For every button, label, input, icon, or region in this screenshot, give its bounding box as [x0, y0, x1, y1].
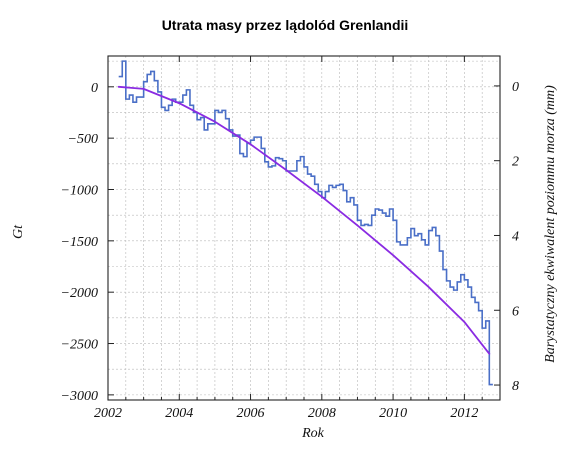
y-tick-label: −1500 [61, 235, 98, 250]
monthly-mass-series [118, 60, 493, 386]
y2-tick-label: 6 [512, 304, 519, 319]
chart-title: Utrata masy przez lądolód Grenlandii [162, 17, 409, 33]
x-tick-label: 2002 [94, 406, 122, 421]
x-tick-label: 2008 [308, 406, 336, 421]
x-tick-label: 2006 [237, 406, 265, 421]
x-tick-label: 2010 [379, 406, 407, 421]
trend-line [117, 85, 491, 355]
ticks-layer [107, 56, 500, 400]
y2-tick-label: 4 [512, 229, 519, 244]
x-tick-label: 2004 [165, 406, 193, 421]
y2-tick-label: 0 [512, 80, 519, 95]
y-axis-label: Gt [11, 224, 26, 239]
y-tick-label: −3000 [61, 389, 98, 404]
x-axis-label: Rok [301, 426, 325, 441]
y-tick-label: −2500 [61, 338, 98, 353]
series-layer [117, 60, 493, 386]
y2-tick-label: 2 [512, 155, 519, 170]
y-tick-label: −500 [68, 132, 98, 147]
x-tick-label: 2012 [450, 406, 478, 421]
y2-tick-label: 8 [512, 379, 519, 394]
y-tick-label: 0 [91, 81, 98, 96]
grid-layer [107, 56, 501, 400]
tick-labels-layer: 2002 2004 2006 2008 2010 2012 0 −500 −1000 −1500 −… [61, 80, 519, 421]
y-tick-label: −2000 [61, 286, 98, 301]
secondary-y-axis-label: Barystatyczny ekwiwalent poziommu morza … [543, 85, 558, 363]
y-tick-label: −1000 [61, 183, 98, 198]
